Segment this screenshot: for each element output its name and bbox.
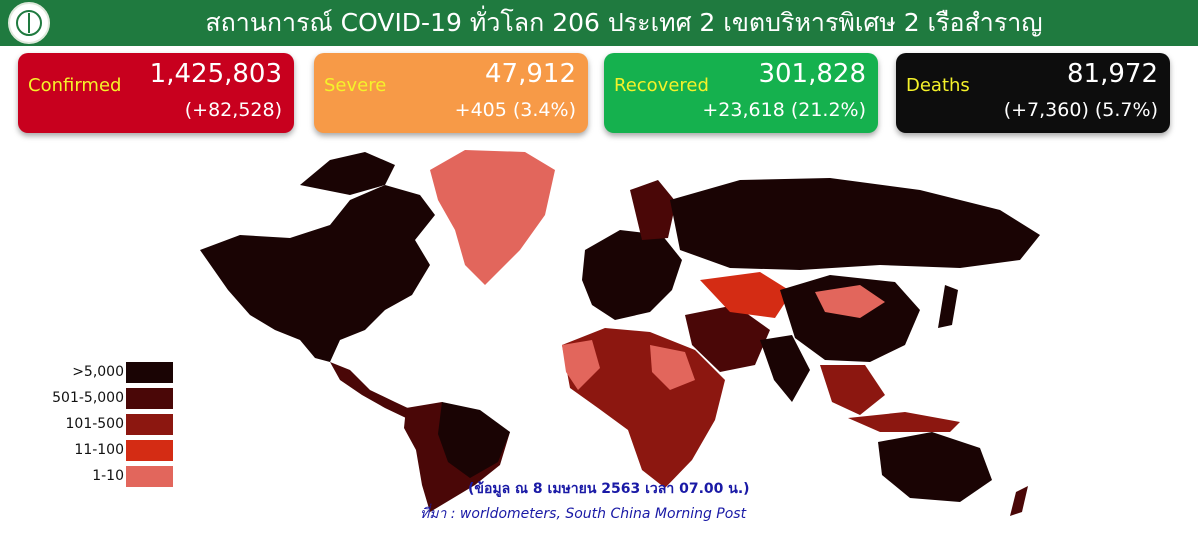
legend-swatch — [126, 388, 173, 409]
map-north-america — [200, 185, 435, 362]
deaths-card: Deaths 81,972 (+7,360) (5.7%) — [896, 53, 1170, 133]
deaths-delta: (+7,360) (5.7%) — [1003, 99, 1158, 121]
map-scandinavia — [630, 180, 676, 240]
legend-swatch — [126, 362, 173, 383]
source-credit: ที่มา : worldometers, South China Mornin… — [420, 506, 747, 522]
recovered-label: Recovered — [614, 75, 709, 96]
map-brazil — [438, 402, 510, 478]
ministry-logo-icon — [8, 2, 50, 44]
severe-card: Severe 47,912 +405 (3.4%) — [314, 53, 588, 133]
legend-swatch — [126, 440, 173, 461]
deaths-label: Deaths — [906, 75, 970, 96]
confirmed-value: 1,425,803 — [149, 59, 282, 89]
map-middle-east — [685, 305, 770, 372]
recovered-card: Recovered 301,828 +23,618 (21.2%) — [604, 53, 878, 133]
header-bar: สถานการณ์ COVID-19 ทั่วโลก 206 ประเทศ 2 … — [0, 0, 1198, 46]
map-india — [760, 335, 810, 402]
map-kazakhstan — [700, 272, 792, 318]
map-mongolia — [815, 285, 885, 318]
recovered-delta: +23,618 (21.2%) — [702, 99, 866, 121]
legend-row-4: 11-100 — [0, 440, 180, 462]
confirmed-delta: (+82,528) — [184, 99, 282, 121]
map-china — [780, 275, 920, 362]
map-indonesia — [848, 412, 960, 432]
page-title: สถานการณ์ COVID-19 ทั่วโลก 206 ประเทศ 2 … — [205, 8, 1043, 37]
map-europe — [582, 230, 682, 320]
data-date-note: (ข้อมูล ณ 8 เมษายน 2563 เวลา 07.00 น.) — [468, 481, 750, 497]
confirmed-card: Confirmed 1,425,803 (+82,528) — [18, 53, 294, 133]
recovered-value: 301,828 — [758, 59, 866, 89]
legend-label: 501-5,000 — [52, 390, 124, 406]
severe-value: 47,912 — [485, 59, 576, 89]
map-new-zealand — [1010, 486, 1028, 516]
map-canada-arctic — [300, 152, 395, 195]
legend-label: 101-500 — [65, 416, 125, 432]
confirmed-label: Confirmed — [28, 75, 122, 96]
legend-row-3: 101-500 — [0, 414, 180, 436]
map-africa-west — [562, 340, 600, 390]
legend-label: 1-10 — [92, 468, 124, 484]
map-russia — [670, 178, 1040, 270]
legend-row-1: >5,000 — [0, 362, 180, 384]
world-map — [200, 150, 1040, 516]
legend-label: 11-100 — [74, 442, 124, 458]
map-australia — [878, 432, 992, 502]
legend-row-5: 1-10 — [0, 466, 180, 488]
legend-label: >5,000 — [72, 364, 124, 380]
legend-swatch — [126, 466, 173, 487]
map-central-america — [330, 362, 412, 418]
map-southeast-asia — [820, 365, 885, 415]
map-africa-east — [650, 345, 695, 390]
severe-label: Severe — [324, 75, 387, 96]
legend-swatch — [126, 414, 173, 435]
severe-delta: +405 (3.4%) — [454, 99, 576, 121]
map-japan — [938, 285, 958, 328]
map-greenland — [430, 150, 555, 285]
legend-row-2: 501-5,000 — [0, 388, 180, 410]
deaths-value: 81,972 — [1067, 59, 1158, 89]
